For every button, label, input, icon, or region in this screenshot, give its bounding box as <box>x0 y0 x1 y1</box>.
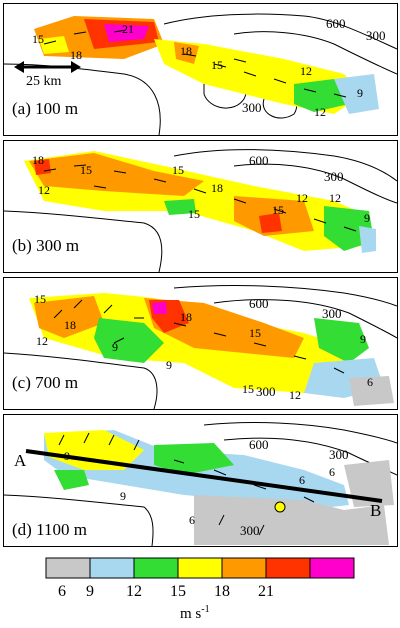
speed-label: 18 <box>211 181 223 195</box>
colorbar-swatch <box>177 557 223 579</box>
speed-label: 15 <box>32 32 44 46</box>
panel-label: (b) 300 m <box>10 236 82 255</box>
colorbar-unit-exponent: -1 <box>201 604 210 615</box>
speed-label: 15 <box>249 326 261 340</box>
colorbar-swatch <box>309 557 355 579</box>
panel-c-map <box>4 285 397 409</box>
colorbar-svg: 6 9 12 15 18 21 <box>45 557 355 600</box>
colorbar-swatch <box>133 557 179 579</box>
speed-label: 9 <box>357 86 363 100</box>
speed-label: 18 <box>180 44 192 58</box>
colorbar-tick-label: 18 <box>214 583 230 600</box>
speed-label: 12 <box>289 388 301 402</box>
cross-section-line <box>25 449 383 503</box>
colorbar-tick-label: 15 <box>170 583 186 600</box>
panel-b-map <box>4 149 397 272</box>
panel-d-map <box>4 422 397 546</box>
speed-label: 18 <box>180 310 192 324</box>
speed-label: 6 <box>329 465 335 479</box>
panel-label: (c) 700 m <box>10 373 81 392</box>
scale-bar-label: 25 km <box>26 74 62 89</box>
speed-label: 6 <box>189 513 195 527</box>
colorbar-tick-label: 21 <box>258 583 274 600</box>
contour-label: 300 <box>324 169 344 184</box>
speed-label: 9 <box>64 449 70 463</box>
panel-label: (d) 1100 m <box>10 520 89 539</box>
colorbar-tick-label: 12 <box>126 583 142 600</box>
section-start-label: A <box>14 451 27 470</box>
panel-c-700m: 600 300 300 15 18 12 9 18 15 15 12 9 6 9… <box>3 277 398 410</box>
speed-label: 9 <box>112 340 118 354</box>
speed-label: 15 <box>172 163 184 177</box>
colorbar-swatch <box>265 557 311 579</box>
wind-speed-colorbar: 6 9 12 15 18 21 <box>40 556 360 626</box>
panel-a-100m: 600 300 300 15 18 21 18 15 12 12 9 25 km… <box>3 3 398 136</box>
speed-label: 15 <box>188 207 200 221</box>
speed-label: 12 <box>314 105 326 119</box>
speed-label: 15 <box>34 292 46 306</box>
contour-label: 600 <box>249 153 269 168</box>
contour-label: 600 <box>249 437 269 452</box>
speed-label: 21 <box>122 22 134 36</box>
colorbar-tick-label: 6 <box>58 583 66 600</box>
panel-label: (a) 100 m <box>10 99 81 118</box>
speed-label: 18 <box>70 48 82 62</box>
panel-d-1100m: 600 300 300 9 9 6 6 6 A B (d) 1100 m <box>3 414 398 547</box>
speed-label: 18 <box>64 318 76 332</box>
speed-label: 15 <box>272 203 284 217</box>
speed-label: 6 <box>367 375 373 389</box>
speed-label: 12 <box>36 334 48 348</box>
speed-label: 18 <box>32 153 44 167</box>
speed-label: 9 <box>364 211 370 225</box>
section-end-label: B <box>370 501 382 520</box>
speed-label: 12 <box>300 64 312 78</box>
contour-label: 600 <box>326 16 346 31</box>
colorbar-unit: m s-1 <box>180 604 210 623</box>
speed-label: 6 <box>299 473 305 487</box>
contour-label: 300 <box>242 100 262 115</box>
speed-label: 9 <box>120 489 126 503</box>
contour-label: 300 <box>366 28 386 43</box>
panel-a-map <box>4 13 397 135</box>
colorbar-swatch <box>89 557 135 579</box>
speed-label: 9 <box>166 358 172 372</box>
panel-b-300m: 600 300 18 15 12 15 18 15 12 12 9 15 (b)… <box>3 140 398 273</box>
speed-label: 12 <box>329 191 341 205</box>
speed-label: 12 <box>38 183 50 197</box>
speed-label: 9 <box>360 332 366 346</box>
colorbar-unit-text: m s <box>180 606 202 622</box>
contour-label: 300 <box>329 447 349 462</box>
contour-label: 300 <box>322 306 342 321</box>
colorbar-tick-label: 9 <box>86 583 94 600</box>
speed-label: 15 <box>211 58 223 72</box>
speed-label: 15 <box>80 163 92 177</box>
colorbar-swatch <box>221 557 267 579</box>
speed-label: 12 <box>296 191 308 205</box>
speed-label: 15 <box>242 382 254 396</box>
contour-label: 300 <box>240 523 260 538</box>
colorbar-swatch <box>45 557 91 579</box>
contour-label: 600 <box>249 296 269 311</box>
contour-label: 300 <box>256 384 276 399</box>
